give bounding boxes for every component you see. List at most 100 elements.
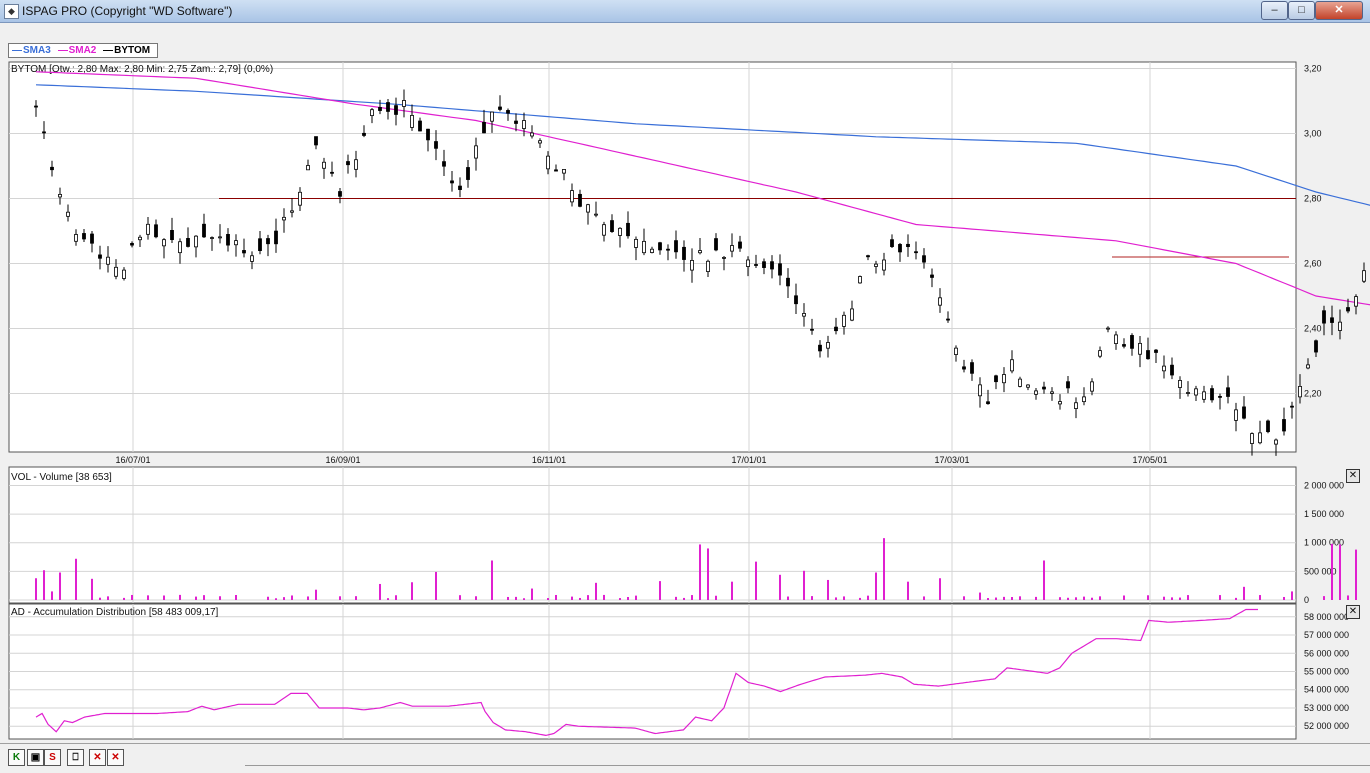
candle-body [426, 128, 430, 141]
close-ad-panel-icon[interactable]: ✕ [1346, 605, 1360, 619]
candle-body [154, 224, 158, 238]
price-panel [8, 61, 1297, 453]
candle-body [1018, 378, 1022, 387]
candle-body [450, 180, 454, 184]
delete-icon[interactable]: ✕ [89, 749, 106, 766]
ad-tick-label: 55 000 000 [1304, 667, 1349, 677]
candle-body [1138, 342, 1142, 355]
bottom-toolbar: K ▣ S ⎕ ✕ ✕ [0, 743, 1370, 773]
candle-body [1026, 384, 1030, 388]
candle-body [258, 238, 262, 252]
candle-body [298, 191, 302, 206]
candle-body [330, 171, 334, 174]
candle-body [970, 362, 974, 374]
legend-item-sma3[interactable]: SMA3 [12, 45, 51, 56]
ad-line [35, 608, 1258, 737]
print-icon[interactable]: ⎕ [67, 749, 84, 766]
candle-body [466, 167, 470, 180]
candle-body [1034, 390, 1038, 395]
candle-body [1114, 334, 1118, 344]
candle-body [626, 222, 630, 237]
zoom-icon[interactable]: ▣ [27, 749, 44, 766]
candle-body [722, 257, 726, 259]
delete-all-icon[interactable]: ✕ [107, 749, 124, 766]
candle-body [866, 255, 870, 258]
candle-body [634, 238, 638, 248]
candle-body [530, 132, 534, 137]
candle-body [978, 384, 982, 397]
time-tick-label: 17/03/01 [934, 455, 969, 465]
candle-body [1170, 364, 1174, 376]
candle-body [1194, 388, 1198, 396]
candle-body [234, 240, 238, 246]
candle-body [858, 276, 862, 284]
candle-body [698, 250, 702, 254]
candle-body [786, 277, 790, 287]
ad-panel-header: AD - Accumulation Distribution [58 483 0… [11, 607, 219, 618]
sma2-line [35, 71, 1370, 306]
candle-body [618, 227, 622, 236]
candle-body [1266, 420, 1270, 433]
candle-body [194, 235, 198, 248]
candle-body [146, 223, 150, 235]
candle-body [762, 261, 766, 268]
k-button[interactable]: K [8, 749, 25, 766]
candle-body [178, 241, 182, 254]
maximize-button[interactable]: □ [1288, 1, 1315, 20]
candle-body [1338, 321, 1342, 331]
volume-tick-label: 500 000 [1304, 566, 1337, 576]
candle-body [666, 248, 670, 251]
candle-body [610, 220, 614, 232]
candle-body [1066, 381, 1070, 389]
candle-body [586, 204, 590, 213]
candle-body [642, 240, 646, 254]
candle-body [442, 161, 446, 167]
legend-item-sma2[interactable]: SMA2 [57, 45, 96, 56]
candle-body [754, 264, 758, 266]
ad-tick-label: 57 000 000 [1304, 630, 1349, 640]
s-button[interactable]: S [44, 749, 61, 766]
candle-body [746, 259, 750, 267]
candle-body [514, 120, 518, 124]
candle-body [106, 256, 110, 265]
close-volume-panel-icon[interactable]: ✕ [1346, 469, 1360, 483]
candle-body [890, 239, 894, 247]
candle-body [1274, 439, 1278, 445]
candle-body [522, 120, 526, 129]
volume-panel [8, 466, 1297, 604]
candle-body [1178, 380, 1182, 388]
candle-body [1130, 335, 1134, 349]
ad-tick-label: 52 000 000 [1304, 721, 1349, 731]
candle-body [370, 109, 374, 117]
minimize-button[interactable]: – [1261, 1, 1288, 20]
candle-body [386, 102, 390, 112]
candle-body [122, 269, 126, 279]
candle-body [402, 100, 406, 107]
candle-body [730, 245, 734, 252]
candle-body [186, 238, 190, 247]
candle-body [578, 193, 582, 207]
candle-body [362, 132, 366, 136]
volume-panel-header: VOL - Volume [38 653] [11, 472, 112, 483]
candle-body [650, 248, 654, 253]
candle-body [74, 234, 78, 242]
sma3-line [35, 84, 1370, 206]
candle-body [90, 233, 94, 244]
candle-body [58, 193, 62, 198]
candle-body [922, 255, 926, 263]
candle-body [938, 297, 942, 306]
candle-body [1250, 433, 1254, 444]
candle-body [826, 342, 830, 349]
candle-body [850, 308, 854, 321]
volume-tick-label: 1 000 000 [1304, 538, 1344, 548]
legend-item-bytom[interactable]: BYTOM [103, 45, 150, 56]
candle-body [1098, 350, 1102, 357]
volume-tick-label: 2 000 000 [1304, 480, 1344, 490]
close-button[interactable]: ✕ [1315, 1, 1363, 20]
candle-body [906, 243, 910, 248]
candle-body [66, 211, 70, 217]
candle-body [1202, 391, 1206, 400]
candle-body [322, 161, 326, 169]
candle-body [306, 165, 310, 171]
candle-body [242, 250, 246, 254]
